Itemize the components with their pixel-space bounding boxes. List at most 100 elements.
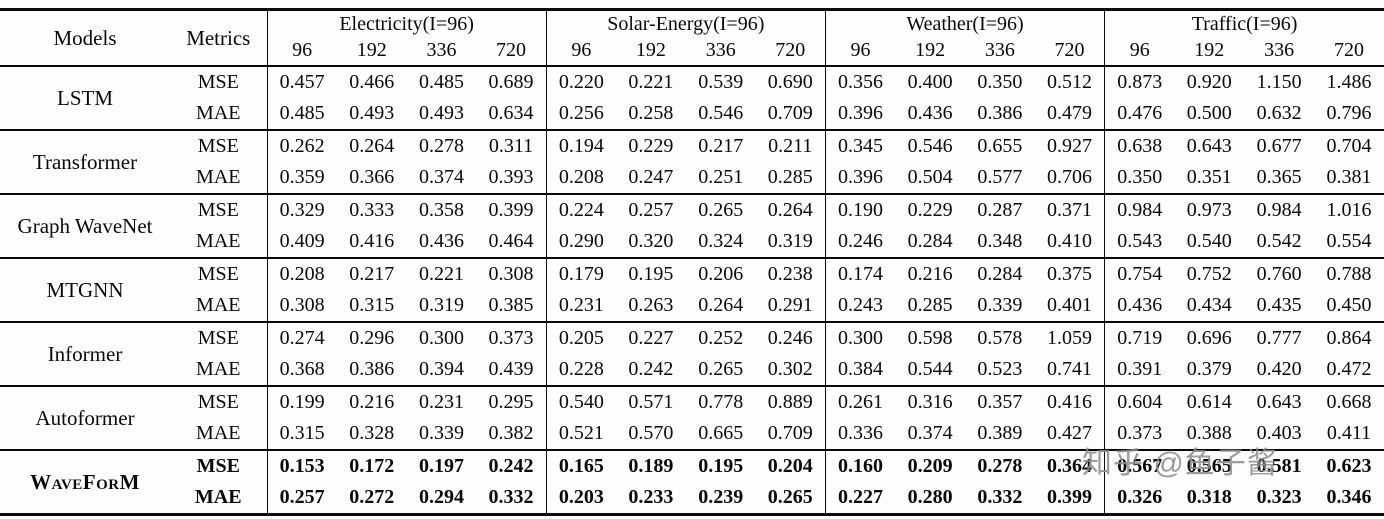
- value-cell: 0.394: [419, 358, 464, 380]
- value-cell: 0.436: [1104, 290, 1175, 322]
- value-cell: 0.778: [685, 385, 756, 418]
- value-cell: 0.500: [1186, 102, 1232, 124]
- table-row: MAE 0.359 0.366 0.374 0.393 0.208 0.247 0.251 0.…: [0, 162, 1384, 194]
- horizon-header: 720: [775, 39, 806, 61]
- value-cell: 0.665: [698, 422, 744, 444]
- value-cell: 0.466: [336, 65, 407, 98]
- value-cell: 0.389: [977, 422, 1023, 444]
- metrics-column-header: Metrics: [186, 26, 251, 50]
- value-cell: 0.195: [616, 257, 686, 290]
- table-row: MAE 0.485 0.493 0.493 0.634 0.256 0.258 0.546 0.…: [0, 98, 1384, 130]
- value-cell: 0.326: [1104, 482, 1175, 515]
- horizon-header: 192: [1194, 39, 1225, 61]
- model-name: Informer: [0, 321, 171, 386]
- horizon-header: 96: [824, 37, 896, 66]
- value-cell: 1.059: [1034, 321, 1105, 354]
- value-cell: 0.984: [1104, 193, 1175, 226]
- value-cell: 0.285: [767, 166, 813, 188]
- value-cell: 0.623: [1314, 449, 1384, 482]
- value-cell: 0.160: [824, 449, 896, 482]
- value-cell: 0.242: [628, 358, 674, 380]
- value-cell: 0.285: [907, 294, 953, 316]
- horizon-header: 336: [984, 39, 1015, 61]
- value-cell: 0.464: [488, 230, 534, 252]
- horizon-header: 720: [1054, 39, 1085, 61]
- metric-name: MAE: [196, 358, 241, 380]
- value-cell: 0.604: [1104, 385, 1175, 418]
- value-cell: 0.308: [476, 257, 547, 290]
- value-cell: 0.339: [977, 294, 1023, 316]
- value-cell: 1.150: [1244, 65, 1314, 98]
- value-cell: 0.224: [545, 193, 616, 226]
- value-cell: 0.336: [824, 418, 896, 450]
- value-cell: 0.278: [965, 449, 1035, 482]
- value-cell: 0.578: [965, 321, 1035, 354]
- value-cell: 0.457: [266, 65, 337, 98]
- value-cell: 0.262: [266, 129, 337, 162]
- value-cell: 0.239: [698, 486, 744, 508]
- value-cell: 0.346: [1326, 486, 1372, 508]
- value-cell: 0.632: [1256, 102, 1302, 124]
- value-cell: 0.206: [685, 257, 756, 290]
- table-row: LSTM MSE 0.457 0.466 0.485 0.689 0.220 0.221 0.5…: [0, 65, 1384, 130]
- value-cell: 0.291: [767, 294, 813, 316]
- value-cell: 0.504: [907, 166, 953, 188]
- value-cell: 0.315: [266, 418, 337, 450]
- value-cell: 0.264: [336, 129, 407, 162]
- value-cell: 0.864: [1314, 321, 1384, 354]
- value-cell: 0.257: [616, 193, 686, 226]
- value-cell: 0.401: [1046, 294, 1092, 316]
- value-cell: 0.350: [1104, 162, 1175, 194]
- value-cell: 0.565: [1174, 449, 1245, 482]
- value-cell: 0.238: [755, 257, 826, 290]
- metric-name: MAE: [196, 294, 241, 316]
- value-cell: 0.706: [1046, 166, 1092, 188]
- value-cell: 0.351: [1186, 166, 1232, 188]
- value-cell: 0.479: [1046, 102, 1092, 124]
- value-cell: 0.323: [1256, 486, 1302, 508]
- horizon-header: 96: [545, 37, 616, 66]
- metric-name: MSE: [170, 257, 268, 290]
- value-cell: 0.366: [349, 166, 395, 188]
- value-cell: 0.229: [895, 193, 965, 226]
- value-cell: 0.280: [907, 486, 953, 508]
- model-name: Autoformer: [0, 385, 171, 450]
- value-cell: 0.189: [616, 449, 686, 482]
- value-cell: 0.257: [266, 482, 337, 515]
- dataset-group-header: Electricity(I=96): [266, 9, 547, 37]
- table-row: MAE 0.368 0.386 0.394 0.439 0.228 0.242 0.265 0.…: [0, 354, 1384, 386]
- horizon-header: 192: [915, 39, 946, 61]
- value-cell: 0.227: [616, 321, 686, 354]
- value-cell: 0.754: [1104, 257, 1175, 290]
- value-cell: 0.350: [965, 65, 1035, 98]
- value-cell: 0.655: [965, 129, 1035, 162]
- value-cell: 0.356: [824, 65, 896, 98]
- horizon-header: 192: [356, 39, 387, 61]
- value-cell: 0.436: [907, 102, 953, 124]
- table-row: MAE 0.315 0.328 0.339 0.382 0.521 0.570 0.665 0.…: [0, 418, 1384, 450]
- value-cell: 0.493: [349, 102, 395, 124]
- value-cell: 0.311: [476, 129, 547, 162]
- value-cell: 0.485: [266, 98, 337, 130]
- value-cell: 0.320: [628, 230, 674, 252]
- value-cell: 0.194: [545, 129, 616, 162]
- value-cell: 0.476: [1104, 98, 1175, 130]
- value-cell: 0.153: [266, 449, 337, 482]
- value-cell: 0.690: [755, 65, 826, 98]
- value-cell: 0.265: [767, 486, 813, 508]
- value-cell: 0.368: [266, 354, 337, 386]
- value-cell: 0.205: [545, 321, 616, 354]
- value-cell: 0.472: [1326, 358, 1372, 380]
- value-cell: 0.411: [1326, 422, 1372, 444]
- value-cell: 0.284: [907, 230, 953, 252]
- value-cell: 0.247: [628, 166, 674, 188]
- value-cell: 0.741: [1046, 358, 1092, 380]
- value-cell: 0.364: [1034, 449, 1105, 482]
- metric-name: MAE: [196, 102, 241, 124]
- value-cell: 0.384: [824, 354, 896, 386]
- value-cell: 0.264: [698, 294, 744, 316]
- dataset-group-header: Traffic(I=96): [1104, 9, 1384, 37]
- value-cell: 0.332: [488, 486, 534, 508]
- value-cell: 0.374: [907, 422, 953, 444]
